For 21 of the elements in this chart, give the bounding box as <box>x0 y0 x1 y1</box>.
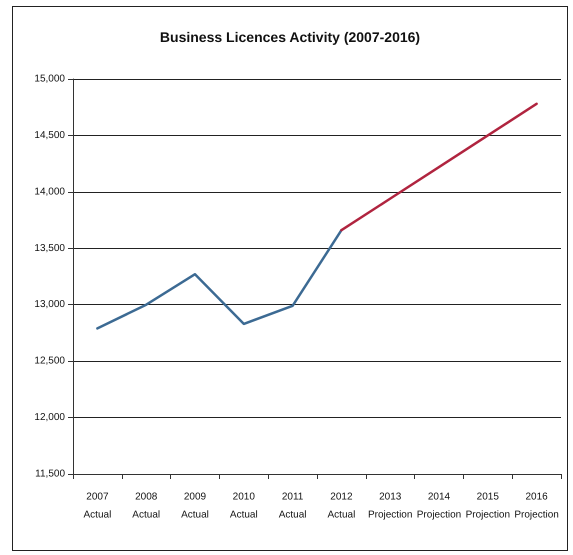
x-tick-label: 2016 Projection <box>514 492 559 520</box>
x-tick-label: 2011 Actual <box>278 492 306 520</box>
y-tick-label: 13,500 <box>34 242 66 254</box>
x-tick-label: 2015 Projection <box>466 492 510 520</box>
y-tick-label: 15,000 <box>34 74 66 84</box>
x-tick-label: 2014 Projection <box>416 492 462 520</box>
chart-title: Business Licences Activity (2007-2016) <box>160 29 420 45</box>
line-series <box>340 102 538 232</box>
x-tick-label: 2008 Actual <box>132 492 160 520</box>
y-tick-label: 14,500 <box>34 130 66 141</box>
x-tick-label: 2012 Actual <box>328 492 356 520</box>
y-tick-label: 14,000 <box>34 186 66 198</box>
x-tick-label: 2010 Actual <box>230 492 258 520</box>
x-tick-label: 2009 Actual <box>181 492 209 520</box>
y-tick-label: 12,000 <box>34 412 66 424</box>
y-tick-label: 13,000 <box>34 299 66 310</box>
y-tick-label: 11,500 <box>35 468 66 480</box>
line-series <box>96 228 343 330</box>
x-tick-label: 2007 Actual <box>84 492 112 520</box>
y-tick-label: 12,500 <box>34 356 66 367</box>
x-tick-label: 2013 Projection <box>368 492 412 520</box>
